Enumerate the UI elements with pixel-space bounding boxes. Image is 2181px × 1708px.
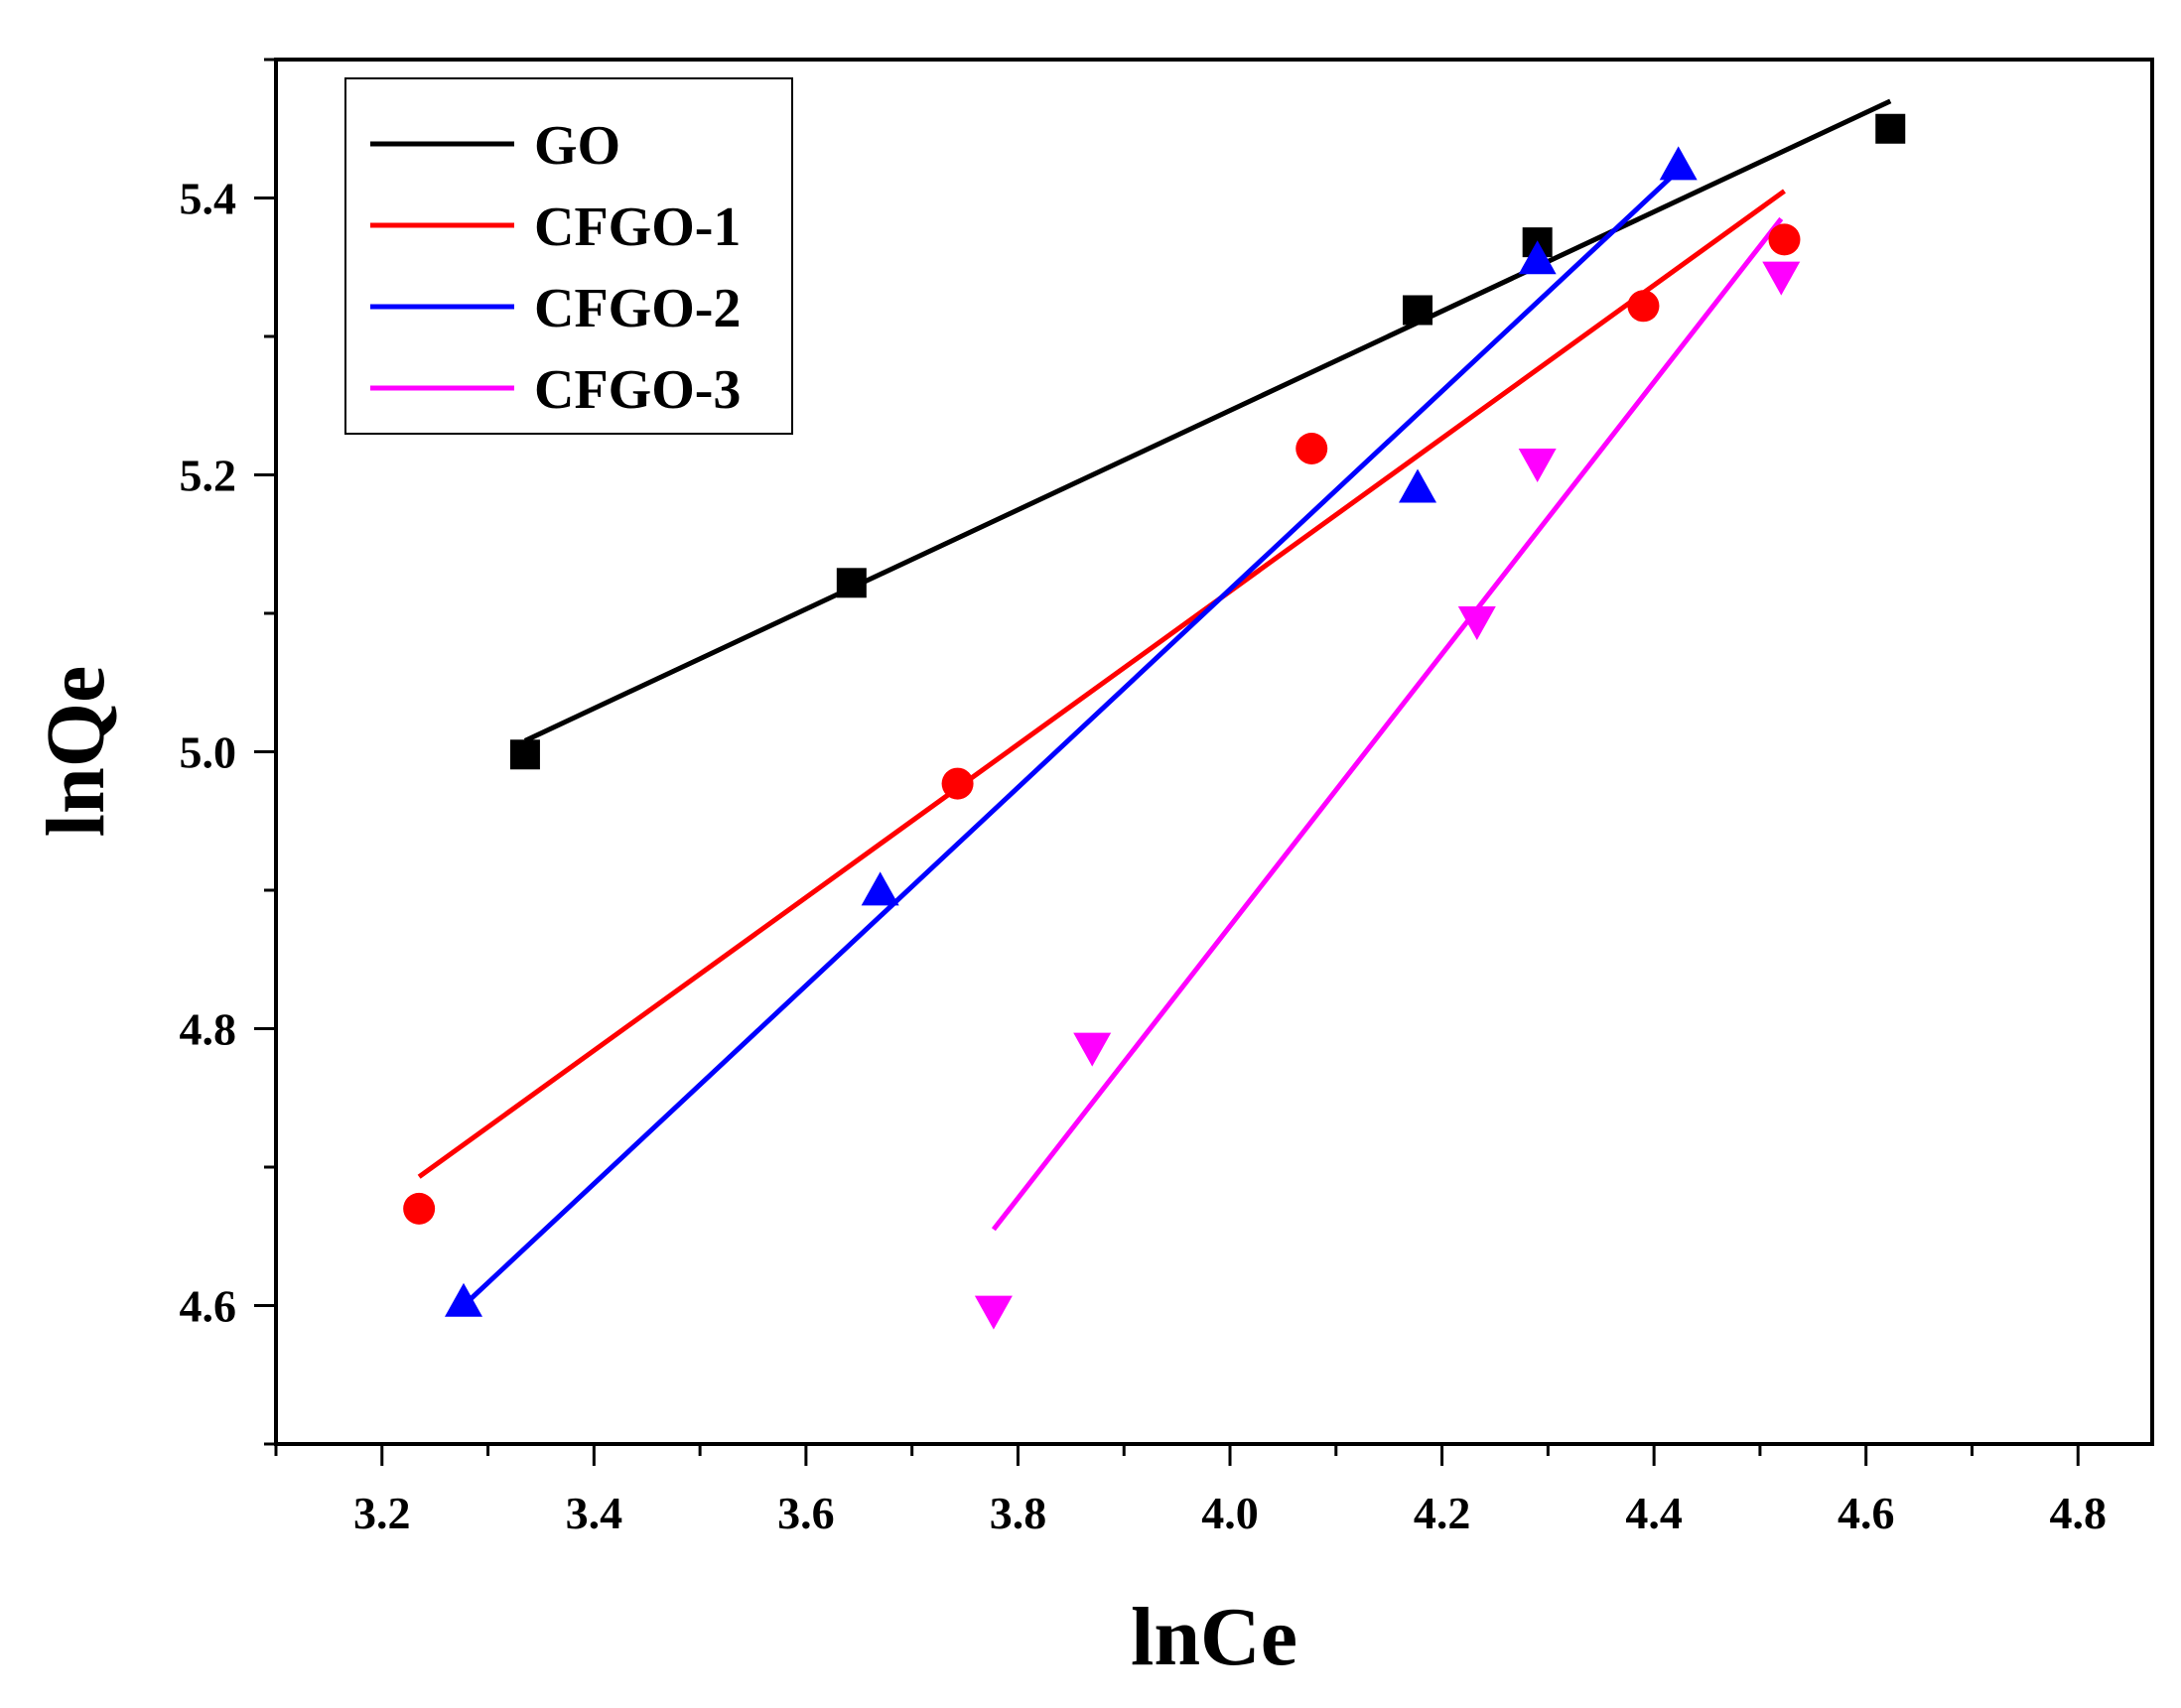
x-tick-label: 4.2 [1414, 1488, 1471, 1538]
legend: GO CFGO-1 CFGO-2 CFGO-3 [344, 77, 793, 435]
point-cfgo-1 [941, 767, 974, 800]
point-cfgo-1 [1768, 223, 1801, 256]
fit-line-cfgo-2 [462, 168, 1681, 1308]
fit-line-go [523, 98, 1892, 743]
point-cfgo-2 [445, 1282, 482, 1317]
point-cfgo-3 [1518, 448, 1557, 482]
point-cfgo-3 [1457, 605, 1496, 640]
y-axis: 4.6 4.8 5.0 5.2 5.4 [180, 58, 276, 1446]
x-axis: 3.2 3.4 3.6 3.8 4.0 4.2 4.4 4.6 4.8 [274, 1444, 2108, 1538]
point-cfgo-1 [1627, 290, 1660, 323]
x-tick-label: 3.4 [566, 1488, 623, 1538]
x-tick-label: 4.4 [1625, 1488, 1683, 1538]
x-tick-label: 4.6 [1838, 1488, 1895, 1538]
legend-label-cfgo-1: CFGO-1 [534, 197, 741, 258]
legend-label-cfgo-2: CFGO-2 [534, 278, 741, 339]
point-cfgo-3 [1073, 1032, 1112, 1067]
point-go [836, 568, 867, 598]
legend-items: GO CFGO-1 CFGO-2 CFGO-3 [370, 115, 741, 421]
point-cfgo-2 [861, 871, 899, 906]
point-cfgo-3 [974, 1295, 1013, 1330]
legend-box [344, 77, 793, 435]
point-go [509, 739, 540, 770]
point-cfgo-1 [403, 1192, 436, 1225]
x-tick-label: 3.6 [777, 1488, 835, 1538]
x-axis-title: lnCe [1131, 1591, 1297, 1683]
point-cfgo-3 [1762, 261, 1801, 296]
fit-line-cfgo-3 [991, 216, 1784, 1232]
data-points [403, 113, 1906, 1330]
fit-lines [417, 98, 1892, 1308]
x-tick-label: 4.0 [1201, 1488, 1259, 1538]
fit-line-cfgo-1 [417, 189, 1786, 1179]
legend-label-go: GO [534, 115, 620, 177]
x-tick-label: 4.8 [2050, 1488, 2108, 1538]
legend-label-cfgo-3: CFGO-3 [534, 359, 741, 421]
point-cfgo-2 [1518, 240, 1557, 275]
point-cfgo-1 [1295, 432, 1328, 464]
point-cfgo-2 [1399, 468, 1437, 503]
x-tick-label: 3.2 [353, 1488, 411, 1538]
y-tick-label: 5.0 [180, 727, 237, 778]
y-tick-label: 5.2 [180, 451, 237, 501]
x-tick-label: 3.8 [990, 1488, 1047, 1538]
point-cfgo-2 [1659, 146, 1698, 181]
y-tick-label: 5.4 [180, 174, 237, 224]
point-go [1875, 113, 1906, 144]
y-tick-label: 4.8 [180, 1004, 237, 1055]
point-go [1403, 295, 1433, 326]
y-axis-title: lnQe [30, 666, 122, 838]
y-tick-label: 4.6 [180, 1281, 237, 1332]
